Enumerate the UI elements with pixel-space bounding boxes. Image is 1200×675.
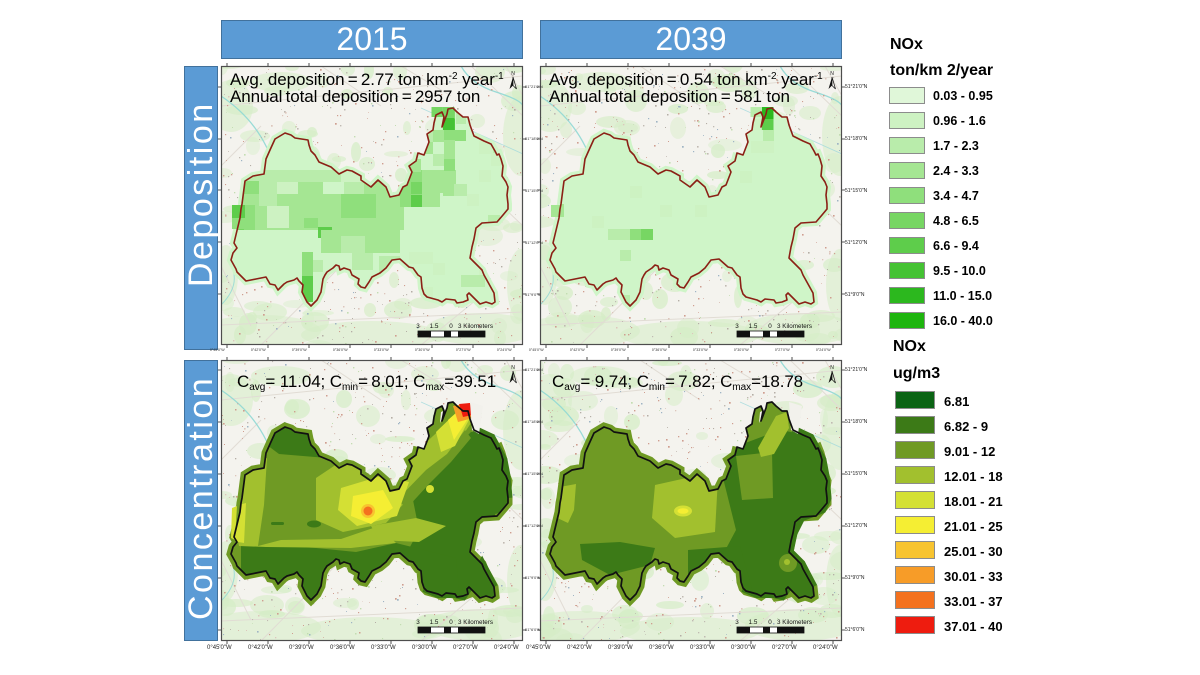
svg-text:0: 0	[768, 323, 772, 330]
svg-text:3: 3	[735, 619, 739, 626]
svg-text:1.5: 1.5	[430, 323, 439, 330]
svg-text:0: 0	[449, 323, 453, 330]
svg-text:N: N	[511, 71, 515, 77]
svg-text:3 Kilometers: 3 Kilometers	[458, 619, 493, 626]
svg-text:3 Kilometers: 3 Kilometers	[777, 619, 812, 626]
svg-text:1.5: 1.5	[430, 619, 439, 626]
svg-text:0: 0	[449, 619, 453, 626]
svg-text:N: N	[830, 71, 834, 77]
svg-text:3: 3	[735, 323, 739, 330]
svg-text:1.5: 1.5	[749, 323, 758, 330]
svg-text:1.5: 1.5	[749, 619, 758, 626]
svg-text:N: N	[511, 365, 515, 371]
svg-text:3: 3	[416, 619, 420, 626]
svg-text:3 Kilometers: 3 Kilometers	[458, 323, 493, 330]
svg-text:0: 0	[768, 619, 772, 626]
svg-text:3: 3	[416, 323, 420, 330]
svg-text:3 Kilometers: 3 Kilometers	[777, 323, 812, 330]
svg-text:N: N	[830, 365, 834, 371]
